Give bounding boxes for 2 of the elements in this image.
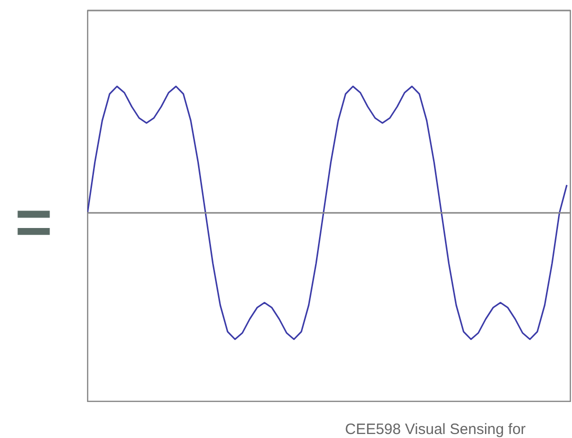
text: CEE598 Visual Sensing for bbox=[345, 420, 526, 438]
text: = bbox=[15, 185, 52, 260]
